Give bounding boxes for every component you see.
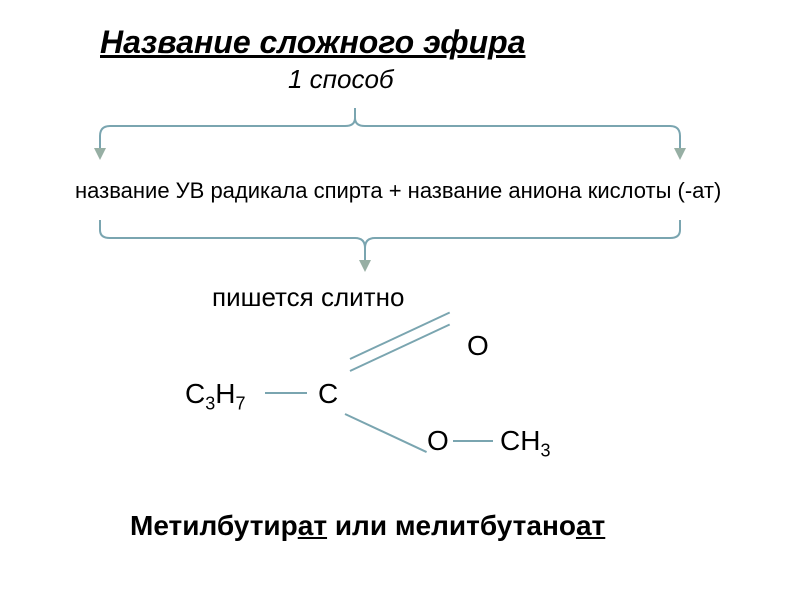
bracket-top bbox=[80, 98, 700, 168]
diagram-subtitle: 1 способ bbox=[288, 64, 394, 95]
name2-suffix: ат bbox=[576, 510, 605, 541]
double-bond-line1 bbox=[350, 312, 451, 360]
naming-rule-text: название УВ радикала спирта + название а… bbox=[75, 178, 721, 204]
diagram-title: Название сложного эфира bbox=[100, 24, 526, 61]
connector-text: или bbox=[327, 510, 395, 541]
name1-suffix: ат bbox=[298, 510, 327, 541]
written-together-note: пишется слитно bbox=[212, 282, 404, 313]
formula-center-carbon: C bbox=[318, 378, 338, 410]
single-bond-och3 bbox=[453, 440, 493, 442]
formula-right-group: CH3 bbox=[500, 425, 550, 462]
compound-name-result: Метилбутират или мелитбутаноат bbox=[130, 510, 605, 542]
single-bond-down bbox=[345, 413, 427, 453]
name1-prefix: Метилбутир bbox=[130, 510, 298, 541]
chemical-formula: C3H7 C O O CH3 bbox=[185, 320, 585, 460]
name2-prefix: мелитбутано bbox=[395, 510, 576, 541]
bracket-bottom bbox=[80, 210, 700, 280]
double-bond-line2 bbox=[350, 324, 451, 372]
formula-oxygen-bottom: O bbox=[427, 425, 449, 457]
single-bond-left bbox=[265, 392, 307, 394]
formula-left-group: C3H7 bbox=[185, 378, 246, 415]
formula-oxygen-top: O bbox=[467, 330, 489, 362]
